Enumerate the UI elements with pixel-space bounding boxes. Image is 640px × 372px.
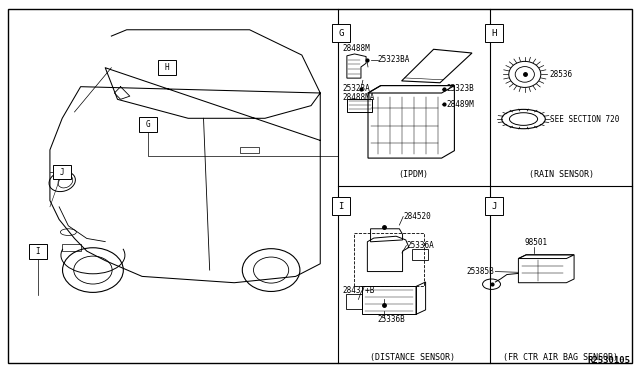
Text: 98501: 98501 [525,238,548,247]
Bar [485,197,503,215]
Text: 25385B: 25385B [467,267,494,276]
Text: G: G [339,29,344,38]
Text: I: I [339,202,344,211]
Text: 25323B: 25323B [447,84,474,93]
Bar [53,164,71,179]
Text: 25323BA: 25323BA [378,55,410,64]
Bar [354,232,424,286]
Text: (FR CTR AIR BAG SENSOR): (FR CTR AIR BAG SENSOR) [503,353,618,362]
Bar [362,286,416,314]
Text: 28488M: 28488M [342,44,370,53]
Text: J: J [492,202,497,211]
Text: 25336B: 25336B [378,315,405,324]
Bar [332,24,350,42]
Text: 28536: 28536 [549,70,572,79]
Bar [332,197,350,215]
Bar [240,147,259,153]
Text: 25336A: 25336A [406,241,434,250]
Bar [140,117,157,132]
Text: H: H [492,29,497,38]
Text: SEE SECTION 720: SEE SECTION 720 [550,115,620,124]
Text: R2530105: R2530105 [588,356,630,365]
Bar [62,244,81,251]
Bar [485,24,503,42]
Text: H: H [164,63,169,72]
Text: 25323A: 25323A [342,84,370,93]
Bar [29,244,47,259]
Text: (RAIN SENSOR): (RAIN SENSOR) [529,170,595,179]
Text: G: G [146,120,150,129]
Text: 28488MA: 28488MA [342,93,375,102]
Bar [157,60,175,75]
Text: (IPDM): (IPDM) [398,170,428,179]
Bar [347,99,372,112]
Text: I: I [35,247,40,256]
Text: 284520: 284520 [403,212,431,221]
Text: 28489M: 28489M [447,100,474,109]
Text: (DISTANCE SENSOR): (DISTANCE SENSOR) [371,353,455,362]
Text: 28437+B: 28437+B [342,286,375,295]
Bar [412,249,428,260]
Text: J: J [60,167,65,177]
